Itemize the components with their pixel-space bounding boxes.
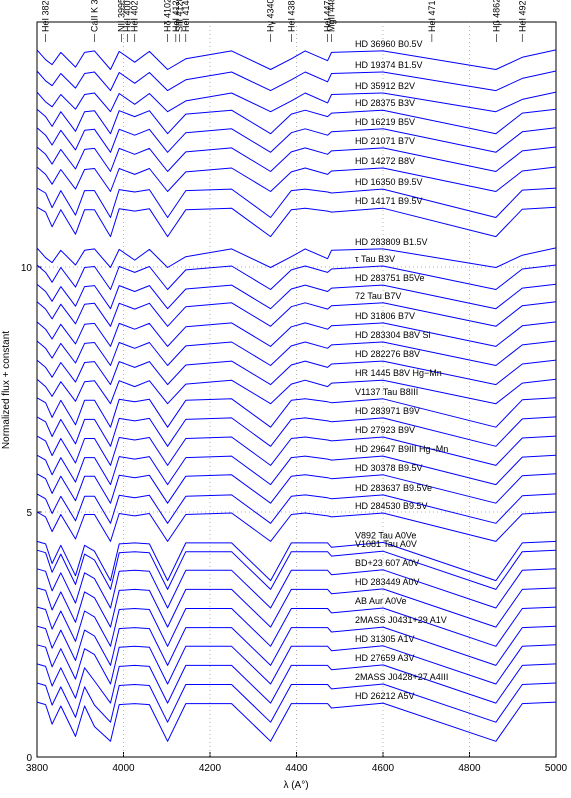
series-label: HD 283751 B5Ve <box>355 273 425 283</box>
spectrum-line <box>36 378 557 405</box>
series-label: HR 1445 B8V Hg−Mn <box>355 368 442 378</box>
spectrum-line <box>36 283 557 310</box>
series-label: HD 16219 B5V <box>355 117 415 127</box>
spectrum-line <box>36 587 557 628</box>
series-label: 2MASS J0428+27 A4III <box>355 672 448 682</box>
spectrum-line <box>36 146 557 172</box>
series-label: HD 283809 B1.5V <box>355 237 428 247</box>
annotation: HeI 4144 <box>181 0 191 32</box>
annotation: Hβ 4862 <box>491 0 501 32</box>
annotation: HeI 4009 <box>122 0 132 32</box>
series-label: HD 283971 B9V <box>355 406 420 416</box>
series-label: HD 27923 B9V <box>355 425 415 435</box>
series-label: HD 14171 B9.5V <box>355 196 423 206</box>
annotation: HeI 4472 <box>323 0 333 32</box>
spectrum-line <box>36 606 557 647</box>
series-label: HD 36960 B0.5V <box>355 39 423 49</box>
series-label: BD+23 607 A0V <box>355 558 419 568</box>
y-tick-label: 10 <box>21 263 33 274</box>
annotation: HeI 3820 <box>41 0 51 32</box>
series-label: HD 27659 A3V <box>355 653 415 663</box>
spectrum-line <box>36 540 557 582</box>
series-label: HD 29647 B9III Hg−Mn <box>355 444 448 454</box>
spectrum-line <box>36 301 557 327</box>
spectrum-line <box>36 397 557 428</box>
spectrum-line <box>36 663 557 704</box>
spectrum-line <box>36 493 557 524</box>
spectrum-line <box>36 701 557 742</box>
series-label: AB Aur A0Ve <box>355 596 407 606</box>
series-label: HD 283637 B9.5Ve <box>355 483 432 493</box>
series-label: τ Tau B3V <box>355 254 395 264</box>
series-label: HD 14272 B8V <box>355 156 415 166</box>
y-axis-label: Normalized flux + constant <box>1 331 12 449</box>
series-label: HD 31806 B7V <box>355 311 415 321</box>
spectrum-line <box>36 682 557 723</box>
x-tick-label: 3800 <box>26 763 49 774</box>
annotation: SiII 4128/30 <box>175 0 185 32</box>
x-tick-label: 4600 <box>372 763 395 774</box>
y-tick-label: 0 <box>26 753 32 764</box>
series-label: HD 35912 B2V <box>355 81 415 91</box>
annotation: HeI 4713 <box>427 0 437 32</box>
series-label: HD 21071 B7V <box>355 136 415 146</box>
spectrum-line <box>36 568 557 609</box>
spectrum-line <box>36 359 557 386</box>
annotation: CaII K 3933 <box>90 0 100 32</box>
annotation: Hγ 4340 <box>266 0 276 32</box>
spectrum-line <box>36 49 557 70</box>
spectrum-line <box>36 91 557 113</box>
spectrum-line <box>36 166 557 192</box>
spectrum-line <box>36 644 557 685</box>
x-tick-label: 4000 <box>112 763 135 774</box>
annotation: HeI 4026 <box>130 0 140 32</box>
series-label: 72 Tau B7V <box>355 291 401 301</box>
series-label: HD 19374 B1.5V <box>355 60 423 70</box>
x-tick-label: 5000 <box>545 763 568 774</box>
x-axis-label: λ (A°) <box>283 780 308 791</box>
series-label: V892 Tau A0Ve <box>355 530 416 540</box>
spectrum-line <box>36 321 557 347</box>
spectrum-line <box>36 127 557 153</box>
series-label: HD 28375 B3V <box>355 98 415 108</box>
annotation: MgII 4481 <box>327 0 337 32</box>
spectrum-line <box>36 340 557 366</box>
spectrum-line <box>36 511 557 542</box>
x-tick-label: 4800 <box>458 763 481 774</box>
series-label: HD 16350 B9.5V <box>355 177 423 187</box>
series-label: HD 31305 A1V <box>355 634 415 644</box>
x-tick-label: 4400 <box>285 763 308 774</box>
series-label: HD 282276 B8V <box>355 349 420 359</box>
spectrum-line <box>36 264 557 290</box>
annotation: HeI 4388 <box>286 0 296 32</box>
spectrum-line <box>36 454 557 486</box>
spectrum-line <box>36 549 557 590</box>
x-tick-label: 4200 <box>199 763 222 774</box>
series-label: HD 283449 A0V <box>355 577 420 587</box>
y-tick-label: 5 <box>26 508 32 519</box>
spectrum-line <box>36 247 557 268</box>
spectrum-line <box>36 473 557 504</box>
spectrum-line <box>36 416 557 447</box>
annotation: Hδ 4102 <box>163 0 173 32</box>
spectrum-line <box>36 70 557 92</box>
annotation: NII 3995 <box>116 0 126 32</box>
series-label: V1081 Tau A0V <box>355 539 417 549</box>
spectrum-line <box>36 206 557 238</box>
series-label: HD 283304 B8V Si <box>355 330 431 340</box>
annotation: HeI 4121 <box>171 0 181 32</box>
spectrum-line <box>36 625 557 666</box>
spectrum-line <box>36 187 557 218</box>
series-label: V1137 Tau B8III <box>355 387 418 397</box>
spectrum-line <box>36 435 557 466</box>
series-label: HD 284530 B9.5V <box>355 501 428 511</box>
series-label: 2MASS J0431+29 A1V <box>355 615 447 625</box>
annotation: HeI 4922 <box>517 0 527 32</box>
series-label: HD 30378 B9.5V <box>355 463 423 473</box>
spectrum-line <box>36 108 557 135</box>
series-label: HD 26212 A5V <box>355 691 415 701</box>
